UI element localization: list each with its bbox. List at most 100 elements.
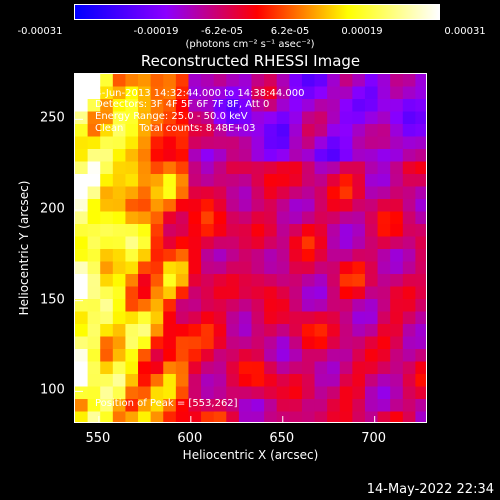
heatmap-cell — [327, 386, 341, 400]
heatmap-cell — [390, 199, 404, 213]
heatmap-cell — [125, 361, 139, 375]
heatmap-cell — [402, 124, 416, 138]
y-tick-label: 200 — [40, 201, 65, 217]
heatmap-cell — [100, 386, 114, 400]
heatmap-cell — [352, 311, 366, 325]
heatmap-cell — [138, 399, 152, 413]
heatmap-cell — [213, 274, 227, 288]
heatmap-cell — [402, 211, 416, 225]
heatmap-cell — [352, 361, 366, 375]
heatmap-cell — [150, 399, 164, 413]
heatmap-cell — [364, 361, 379, 375]
heatmap-cell — [339, 374, 353, 388]
heatmap-cell — [314, 349, 328, 363]
heatmap-cell — [213, 186, 227, 200]
heatmap-cell — [301, 349, 316, 363]
heatmap-cell — [100, 374, 114, 388]
heatmap-cell — [402, 274, 416, 288]
heatmap-cell — [163, 149, 177, 163]
heatmap-cell — [402, 199, 416, 213]
heatmap-cell — [352, 386, 366, 400]
heatmap-cell — [112, 186, 127, 200]
heatmap-cell — [301, 199, 316, 213]
heatmap-cell — [352, 249, 366, 263]
heatmap-cell — [201, 374, 215, 388]
heatmap-cell — [238, 311, 253, 325]
heatmap-cell — [100, 236, 114, 250]
heatmap-cell — [100, 124, 114, 138]
heatmap-cell — [188, 249, 202, 263]
heatmap-cell — [188, 236, 202, 250]
heatmap-cell — [390, 274, 404, 288]
heatmap-cell — [251, 136, 265, 150]
heatmap-cell — [251, 399, 265, 413]
heatmap-cell — [226, 186, 240, 200]
heatmap-cell — [201, 186, 215, 200]
y-axis-label: Heliocentric Y (arcsec) — [17, 180, 31, 316]
heatmap-cell — [75, 161, 89, 175]
heatmap-cell — [201, 111, 215, 125]
heatmap-cell — [213, 199, 227, 213]
heatmap-cell — [339, 411, 353, 422]
heatmap-cell — [364, 311, 379, 325]
heatmap-cell — [264, 411, 278, 422]
heatmap-cell — [138, 361, 152, 375]
heatmap-cell — [352, 399, 366, 413]
heatmap-cell — [112, 411, 127, 422]
heatmap-cell — [339, 149, 353, 163]
overlay-clean-counts: Clean Total counts: 8.48E+03 — [95, 123, 256, 134]
heatmap-cell — [352, 324, 366, 338]
heatmap-cell — [352, 111, 366, 125]
heatmap-cell — [138, 149, 152, 163]
heatmap-cell — [339, 336, 353, 350]
heatmap-cell — [339, 286, 353, 300]
heatmap-cell — [364, 124, 379, 138]
x-tick-label: 650 — [269, 431, 295, 446]
heatmap-cell — [112, 286, 127, 300]
heatmap-cell — [390, 349, 404, 363]
heatmap-cell — [188, 324, 202, 338]
heatmap-cell — [251, 361, 265, 375]
heatmap-cell — [377, 236, 391, 250]
heatmap-cell — [201, 249, 215, 263]
heatmap-cell — [264, 361, 278, 375]
heatmap-cell — [289, 236, 303, 250]
heatmap-cell — [75, 349, 89, 363]
heatmap-cell — [264, 86, 278, 100]
heatmap-cell — [112, 136, 127, 150]
heatmap-cell — [402, 224, 416, 238]
heatmap-cell — [352, 236, 366, 250]
heatmap-cell — [314, 149, 328, 163]
heatmap-cell — [175, 286, 190, 300]
heatmap-cell — [226, 374, 240, 388]
heatmap-cell — [87, 286, 101, 300]
heatmap-cell — [339, 361, 353, 375]
heatmap-cell — [276, 311, 290, 325]
heatmap-cell — [226, 236, 240, 250]
heatmap-cell — [276, 161, 290, 175]
heatmap-cell — [390, 299, 404, 313]
heatmap-cell — [390, 324, 404, 338]
heatmap-cell — [163, 99, 177, 113]
heatmap-cell — [238, 399, 253, 413]
heatmap-cell — [264, 249, 278, 263]
heatmap-cell — [314, 249, 328, 263]
heatmap-cell — [264, 136, 278, 150]
heatmap-cell — [264, 149, 278, 163]
heatmap-cell — [226, 299, 240, 313]
heatmap-cell — [100, 361, 114, 375]
heatmap-cell — [264, 336, 278, 350]
heatmap-cell — [289, 186, 303, 200]
heatmap-cell — [314, 224, 328, 238]
heatmap-cell — [377, 411, 391, 422]
heatmap-cell — [100, 286, 114, 300]
heatmap-cell — [87, 374, 101, 388]
heatmap-cell — [415, 199, 426, 213]
heatmap-cell — [276, 136, 290, 150]
heatmap-cell — [289, 411, 303, 422]
heatmap-cell — [175, 199, 190, 213]
heatmap-cell — [251, 249, 265, 263]
heatmap-cell — [138, 136, 152, 150]
heatmap-cell — [402, 311, 416, 325]
heatmap-cell — [138, 349, 152, 363]
